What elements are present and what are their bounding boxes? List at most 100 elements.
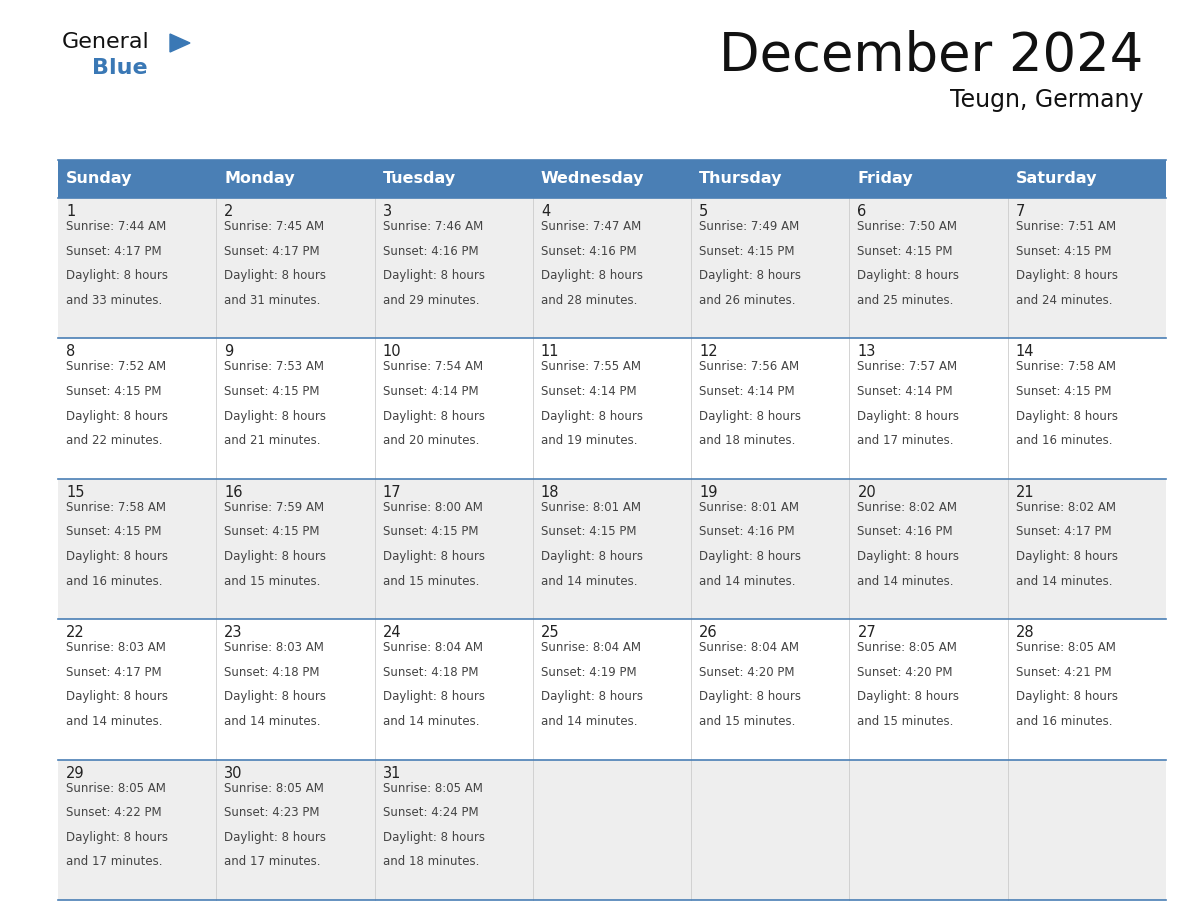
Text: 26: 26 <box>700 625 718 640</box>
Text: Daylight: 8 hours: Daylight: 8 hours <box>225 831 327 844</box>
Text: Sunrise: 8:04 AM: Sunrise: 8:04 AM <box>700 641 800 655</box>
Text: Sunrise: 8:05 AM: Sunrise: 8:05 AM <box>1016 641 1116 655</box>
Text: 24: 24 <box>383 625 402 640</box>
Text: and 26 minutes.: and 26 minutes. <box>700 294 796 307</box>
Text: 15: 15 <box>67 485 84 499</box>
Text: Daylight: 8 hours: Daylight: 8 hours <box>67 831 168 844</box>
Text: Wednesday: Wednesday <box>541 172 644 186</box>
Text: Sunrise: 8:01 AM: Sunrise: 8:01 AM <box>700 501 800 514</box>
Text: and 14 minutes.: and 14 minutes. <box>858 575 954 588</box>
Text: 10: 10 <box>383 344 402 360</box>
Text: 1: 1 <box>67 204 75 219</box>
Text: Friday: Friday <box>858 172 914 186</box>
Text: Daylight: 8 hours: Daylight: 8 hours <box>1016 690 1118 703</box>
Text: 28: 28 <box>1016 625 1035 640</box>
Text: Daylight: 8 hours: Daylight: 8 hours <box>67 550 168 563</box>
Text: Daylight: 8 hours: Daylight: 8 hours <box>67 690 168 703</box>
Text: and 14 minutes.: and 14 minutes. <box>225 715 321 728</box>
Text: and 18 minutes.: and 18 minutes. <box>383 856 479 868</box>
Text: 19: 19 <box>700 485 718 499</box>
Text: Sunset: 4:14 PM: Sunset: 4:14 PM <box>383 385 479 398</box>
Text: Sunset: 4:15 PM: Sunset: 4:15 PM <box>700 244 795 258</box>
Text: Sunset: 4:15 PM: Sunset: 4:15 PM <box>67 525 162 538</box>
Text: Sunset: 4:18 PM: Sunset: 4:18 PM <box>225 666 320 678</box>
Text: Daylight: 8 hours: Daylight: 8 hours <box>383 690 485 703</box>
Text: 8: 8 <box>67 344 75 360</box>
Text: and 20 minutes.: and 20 minutes. <box>383 434 479 447</box>
Text: 9: 9 <box>225 344 234 360</box>
Text: and 17 minutes.: and 17 minutes. <box>858 434 954 447</box>
Text: 11: 11 <box>541 344 560 360</box>
Text: and 31 minutes.: and 31 minutes. <box>225 294 321 307</box>
Text: 27: 27 <box>858 625 877 640</box>
Text: Sunset: 4:24 PM: Sunset: 4:24 PM <box>383 806 479 819</box>
Text: 13: 13 <box>858 344 876 360</box>
Text: and 25 minutes.: and 25 minutes. <box>858 294 954 307</box>
Text: 22: 22 <box>67 625 84 640</box>
Text: Sunrise: 8:00 AM: Sunrise: 8:00 AM <box>383 501 482 514</box>
Text: Sunrise: 7:46 AM: Sunrise: 7:46 AM <box>383 220 482 233</box>
Text: Daylight: 8 hours: Daylight: 8 hours <box>858 550 960 563</box>
Bar <box>58 479 1165 620</box>
Text: Sunset: 4:20 PM: Sunset: 4:20 PM <box>700 666 795 678</box>
Text: Daylight: 8 hours: Daylight: 8 hours <box>67 409 168 422</box>
Text: and 17 minutes.: and 17 minutes. <box>67 856 163 868</box>
Text: Sunset: 4:15 PM: Sunset: 4:15 PM <box>67 385 162 398</box>
Text: Daylight: 8 hours: Daylight: 8 hours <box>1016 550 1118 563</box>
Text: 20: 20 <box>858 485 877 499</box>
Text: and 18 minutes.: and 18 minutes. <box>700 434 796 447</box>
Text: Sunset: 4:17 PM: Sunset: 4:17 PM <box>225 244 320 258</box>
Text: Sunset: 4:18 PM: Sunset: 4:18 PM <box>383 666 478 678</box>
Text: Sunrise: 8:05 AM: Sunrise: 8:05 AM <box>383 781 482 795</box>
Text: and 15 minutes.: and 15 minutes. <box>383 575 479 588</box>
Text: Sunset: 4:23 PM: Sunset: 4:23 PM <box>225 806 320 819</box>
Text: Sunrise: 7:44 AM: Sunrise: 7:44 AM <box>67 220 166 233</box>
Text: Teugn, Germany: Teugn, Germany <box>949 88 1143 112</box>
Text: 12: 12 <box>700 344 718 360</box>
Text: Thursday: Thursday <box>700 172 783 186</box>
Text: Sunrise: 7:54 AM: Sunrise: 7:54 AM <box>383 361 482 374</box>
Polygon shape <box>170 34 190 52</box>
Text: and 16 minutes.: and 16 minutes. <box>1016 434 1112 447</box>
Text: and 19 minutes.: and 19 minutes. <box>541 434 637 447</box>
Text: 4: 4 <box>541 204 550 219</box>
Text: Sunset: 4:16 PM: Sunset: 4:16 PM <box>541 244 637 258</box>
Text: December 2024: December 2024 <box>719 30 1143 82</box>
Text: 21: 21 <box>1016 485 1035 499</box>
Text: Sunset: 4:15 PM: Sunset: 4:15 PM <box>225 385 320 398</box>
Text: 3: 3 <box>383 204 392 219</box>
Text: Sunset: 4:15 PM: Sunset: 4:15 PM <box>225 525 320 538</box>
Text: 6: 6 <box>858 204 867 219</box>
Text: Sunrise: 8:04 AM: Sunrise: 8:04 AM <box>541 641 640 655</box>
Text: Daylight: 8 hours: Daylight: 8 hours <box>541 269 643 282</box>
Text: Daylight: 8 hours: Daylight: 8 hours <box>1016 409 1118 422</box>
Text: and 14 minutes.: and 14 minutes. <box>700 575 796 588</box>
Text: General: General <box>62 32 150 52</box>
Text: Sunrise: 8:02 AM: Sunrise: 8:02 AM <box>1016 501 1116 514</box>
Text: Daylight: 8 hours: Daylight: 8 hours <box>1016 269 1118 282</box>
Text: and 33 minutes.: and 33 minutes. <box>67 294 163 307</box>
Text: Daylight: 8 hours: Daylight: 8 hours <box>225 269 327 282</box>
Text: Sunset: 4:15 PM: Sunset: 4:15 PM <box>541 525 637 538</box>
Text: Sunset: 4:14 PM: Sunset: 4:14 PM <box>700 385 795 398</box>
Text: Daylight: 8 hours: Daylight: 8 hours <box>858 269 960 282</box>
Text: Daylight: 8 hours: Daylight: 8 hours <box>541 409 643 422</box>
Bar <box>58 759 1165 900</box>
Text: Daylight: 8 hours: Daylight: 8 hours <box>858 690 960 703</box>
Text: Sunset: 4:15 PM: Sunset: 4:15 PM <box>1016 244 1111 258</box>
Text: Sunrise: 7:51 AM: Sunrise: 7:51 AM <box>1016 220 1116 233</box>
Text: and 14 minutes.: and 14 minutes. <box>541 715 637 728</box>
Text: Sunset: 4:17 PM: Sunset: 4:17 PM <box>67 244 162 258</box>
Text: Sunset: 4:15 PM: Sunset: 4:15 PM <box>383 525 478 538</box>
Text: Sunrise: 7:45 AM: Sunrise: 7:45 AM <box>225 220 324 233</box>
Text: Daylight: 8 hours: Daylight: 8 hours <box>383 550 485 563</box>
Text: Daylight: 8 hours: Daylight: 8 hours <box>383 269 485 282</box>
Text: and 21 minutes.: and 21 minutes. <box>225 434 321 447</box>
Text: 17: 17 <box>383 485 402 499</box>
Text: Sunset: 4:19 PM: Sunset: 4:19 PM <box>541 666 637 678</box>
Text: Sunset: 4:14 PM: Sunset: 4:14 PM <box>541 385 637 398</box>
Text: 5: 5 <box>700 204 708 219</box>
Text: Sunset: 4:17 PM: Sunset: 4:17 PM <box>1016 525 1111 538</box>
Text: and 24 minutes.: and 24 minutes. <box>1016 294 1112 307</box>
Text: Sunset: 4:14 PM: Sunset: 4:14 PM <box>858 385 953 398</box>
